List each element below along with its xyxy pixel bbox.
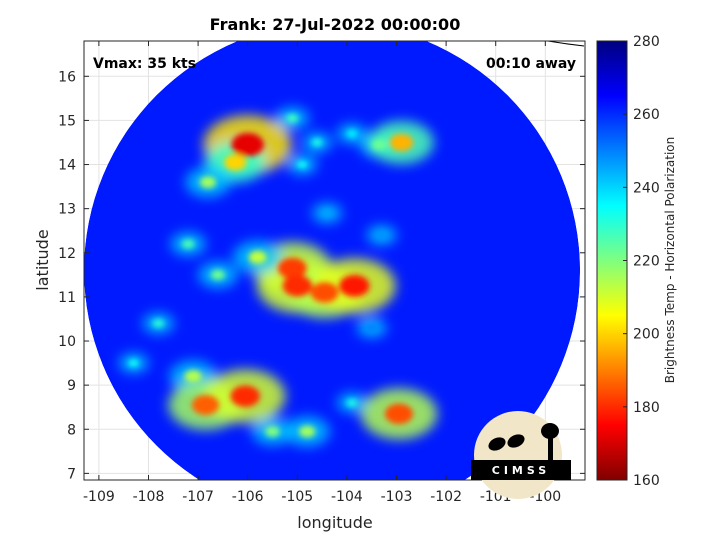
x-tick-label: -108 [133, 489, 165, 505]
y-tick-label: 11 [58, 290, 76, 306]
x-tick-label: -109 [83, 489, 115, 505]
feature-core [199, 176, 217, 189]
logo-banner [471, 460, 571, 480]
feature-core [321, 209, 333, 218]
axes-box [83, 40, 586, 481]
feature-core [371, 139, 387, 150]
feature-core [339, 274, 370, 297]
feature-core [248, 250, 267, 264]
logo-dish-left [488, 437, 506, 451]
feature-core [389, 133, 414, 152]
y-tick-label: 16 [58, 69, 76, 85]
feature-core [346, 129, 358, 138]
feature-core [286, 113, 299, 123]
feature-core [346, 398, 358, 407]
feature-core [264, 425, 281, 437]
y-tick-label: 8 [67, 422, 76, 438]
y-tick-label: 9 [67, 378, 76, 394]
y-tick-label: 14 [58, 158, 76, 174]
feature-core [310, 282, 339, 303]
x-tick-label: -106 [232, 489, 264, 505]
swath-layer [84, 41, 581, 480]
feature-core [376, 231, 388, 240]
core-layer [128, 113, 414, 438]
y-tick-label: 15 [58, 113, 76, 129]
feature-core [181, 239, 195, 249]
feature-core [224, 154, 247, 171]
vmax-annotation: Vmax: 35 kts [93, 56, 196, 72]
x-axis-label: longitude [297, 513, 372, 532]
x-tick-label: -107 [182, 489, 214, 505]
y-axis-label: latitude [33, 229, 52, 290]
y-tick-label: 13 [58, 202, 76, 218]
feature-core [282, 275, 313, 297]
logo-tower [548, 437, 553, 463]
y-axis: 7 8 9 10 11 12 13 14 15 16 [58, 69, 585, 482]
colorbar-tick-label: 260 [633, 107, 660, 123]
colorbar-tick-label: 160 [633, 473, 660, 489]
time-away-annotation: 00:10 away [486, 56, 576, 72]
y-tick-label: 12 [58, 246, 76, 262]
x-tick-label: -103 [381, 489, 413, 505]
feature-core [296, 160, 308, 169]
colorbar-tick-label: 220 [633, 254, 660, 270]
feature-core [230, 385, 260, 407]
feature-core [311, 138, 323, 147]
y-tick-label: 10 [58, 334, 76, 350]
feature-core [384, 403, 414, 425]
cimss-logo: CIMSS [471, 411, 571, 499]
feature-core [184, 370, 202, 383]
logo-text: CIMSS [492, 464, 550, 477]
logo-dish-right [507, 434, 525, 448]
y-tick-label: 7 [67, 466, 76, 482]
feature-core [152, 319, 165, 328]
feature-core [191, 395, 220, 415]
feature-core [128, 359, 140, 368]
logo-tank [541, 423, 559, 439]
colorbar-tick-label: 180 [633, 400, 660, 416]
feature-core [366, 323, 378, 332]
colorbar [596, 40, 628, 481]
colorbar-label: Brightness Temp - Horizontal Polarizatio… [663, 137, 677, 384]
x-tick-label: -102 [430, 489, 462, 505]
feature-core [298, 425, 316, 438]
x-tick-label: -105 [281, 489, 313, 505]
colorbar-tick-label: 240 [633, 180, 660, 196]
colorbar-ticks: 160 180 200 220 240 260 280 [623, 34, 660, 489]
chart-title: Frank: 27-Jul-2022 00:00:00 [210, 15, 461, 34]
feature-core [277, 257, 307, 279]
feature-core [231, 132, 264, 157]
feature-core [210, 269, 226, 281]
colorbar-tick-label: 200 [633, 327, 660, 343]
x-tick-label: -104 [331, 489, 363, 505]
colorbar-tick-label: 280 [633, 34, 660, 50]
